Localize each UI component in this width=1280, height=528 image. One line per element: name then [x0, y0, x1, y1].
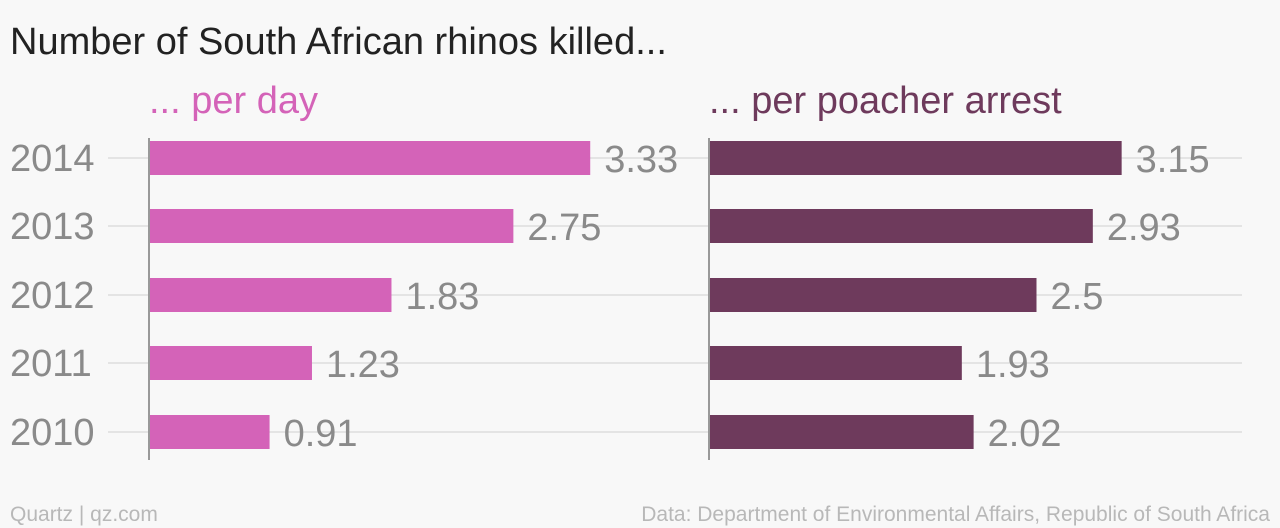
- value-label: 1.93: [976, 344, 1050, 386]
- year-label: 2013: [10, 206, 95, 248]
- bar: [149, 346, 312, 380]
- year-label: 2014: [10, 138, 95, 180]
- bar: [709, 415, 974, 449]
- year-label: 2010: [10, 412, 95, 454]
- footer-credit: Quartz | qz.com: [10, 503, 158, 526]
- bar: [149, 415, 270, 449]
- value-label: 1.23: [326, 344, 400, 386]
- value-label: 3.15: [1136, 139, 1210, 181]
- bar: [149, 209, 514, 243]
- bar: [709, 278, 1037, 312]
- labels: 2014 2013 2012 2011 2010 ... per day 3.332.75 1…: [10, 80, 1210, 455]
- year-label: 2012: [10, 275, 95, 317]
- value-label: 2.02: [988, 413, 1062, 455]
- value-label: 1.83: [405, 276, 479, 318]
- bars: [148, 138, 1122, 460]
- bar: [149, 141, 591, 175]
- value-label: 3.33: [604, 139, 678, 181]
- footer-source: Data: Department of Environmental Affair…: [641, 503, 1270, 526]
- bar: [709, 346, 962, 380]
- bar: [149, 278, 392, 312]
- value-label: 2.93: [1107, 207, 1181, 249]
- chart-title: Number of South African rhinos killed...: [10, 21, 667, 63]
- panel-title: ... per day: [149, 80, 318, 122]
- value-label: 2.5: [1051, 276, 1104, 318]
- value-label: 2.75: [527, 207, 601, 249]
- bar: [709, 141, 1122, 175]
- panel-title: ... per poacher arrest: [709, 80, 1062, 122]
- bar: [709, 209, 1093, 243]
- year-label: 2011: [10, 343, 92, 385]
- value-label: 0.91: [284, 413, 358, 455]
